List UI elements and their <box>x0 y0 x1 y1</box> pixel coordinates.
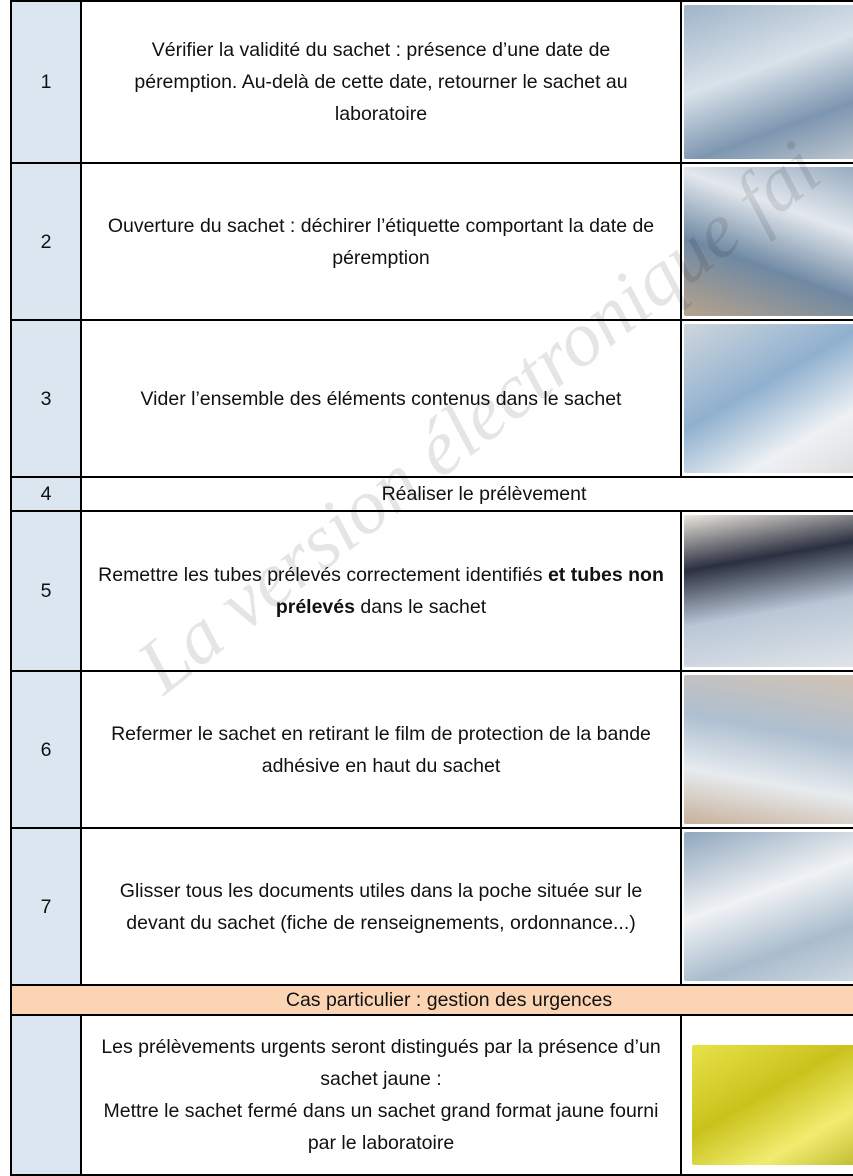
step-text-part: Ouverture du sachet : déchirer l’étiquet… <box>107 214 655 269</box>
step-row: 3 Vider l’ensemble des éléments contenus … <box>10 319 853 478</box>
step-text-part: Réaliser le prélèvement <box>381 483 587 505</box>
step-text-part: Vider l’ensemble des éléments contenus d… <box>140 387 622 410</box>
step-text-part: Glisser tous les documents utiles dans l… <box>119 879 643 934</box>
step-number: 4 <box>10 476 82 512</box>
photo-cell <box>680 670 853 829</box>
photo <box>684 675 853 824</box>
photo <box>684 5 853 159</box>
step-text: Vider l’ensemble des éléments contenus d… <box>80 319 682 478</box>
step-number: 1 <box>10 0 82 164</box>
empty-number <box>10 1014 82 1176</box>
photo <box>684 167 853 316</box>
step-row: 7 Glisser tous les documents utiles dans … <box>10 827 853 986</box>
step-number: 3 <box>10 319 82 478</box>
step-text: Glisser tous les documents utiles dans l… <box>80 827 682 986</box>
photo-cell <box>680 0 853 164</box>
photo-cell <box>680 1014 853 1176</box>
photo-cell <box>680 162 853 321</box>
step-text: Vérifier la validité du sachet : présenc… <box>80 0 682 164</box>
step-text-part: Remettre les tubes prélevés correctement… <box>98 564 543 586</box>
special-case-text: Les prélèvements urgents seront distingu… <box>80 1014 682 1176</box>
step-text: Refermer le sachet en retirant le film d… <box>80 670 682 829</box>
special-case-title: Cas particulier : gestion des urgences <box>10 984 853 1016</box>
step-text-part: dans le sachet <box>360 596 487 618</box>
procedure-table: 1 Vérifier la validité du sachet : présen… <box>10 0 853 1176</box>
step-text: Réaliser le prélèvement <box>80 476 853 512</box>
step-text-part: Vérifier la validité du sachet : présenc… <box>134 39 628 125</box>
step-text-part: Refermer le sachet en retirant le film d… <box>111 722 651 777</box>
photo-cell <box>680 510 853 672</box>
step-text-part: et tubes non prélevés <box>275 564 664 618</box>
step-text: Ouverture du sachet : déchirer l’étiquet… <box>80 162 682 321</box>
photo <box>684 515 853 667</box>
photo <box>684 324 853 473</box>
step-row: 2 Ouverture du sachet : déchirer l’étique… <box>10 162 853 321</box>
photo-cell <box>680 319 853 478</box>
step-row: 6 Refermer le sachet en retirant le film … <box>10 670 853 829</box>
step-number: 7 <box>10 827 82 986</box>
step-number: 5 <box>10 510 82 672</box>
step-row: 1 Vérifier la validité du sachet : présen… <box>10 0 853 164</box>
photo <box>684 832 853 981</box>
step-number: 2 <box>10 162 82 321</box>
step-row: 4 Réaliser le prélèvement <box>10 476 853 512</box>
photo <box>692 1045 853 1165</box>
photo-cell <box>680 827 853 986</box>
text-line: Les prélèvements urgents seront distingu… <box>101 1036 661 1090</box>
step-text: Remettre les tubes prélevés correctement… <box>80 510 682 672</box>
step-number: 6 <box>10 670 82 829</box>
text-line: Mettre le sachet fermé dans un sachet gr… <box>103 1100 659 1154</box>
special-case-row: Les prélèvements urgents seront distingu… <box>10 1014 853 1176</box>
special-case-header-row: Cas particulier : gestion des urgences <box>10 984 853 1016</box>
step-row: 5 Remettre les tubes prélevés correctemen… <box>10 510 853 672</box>
